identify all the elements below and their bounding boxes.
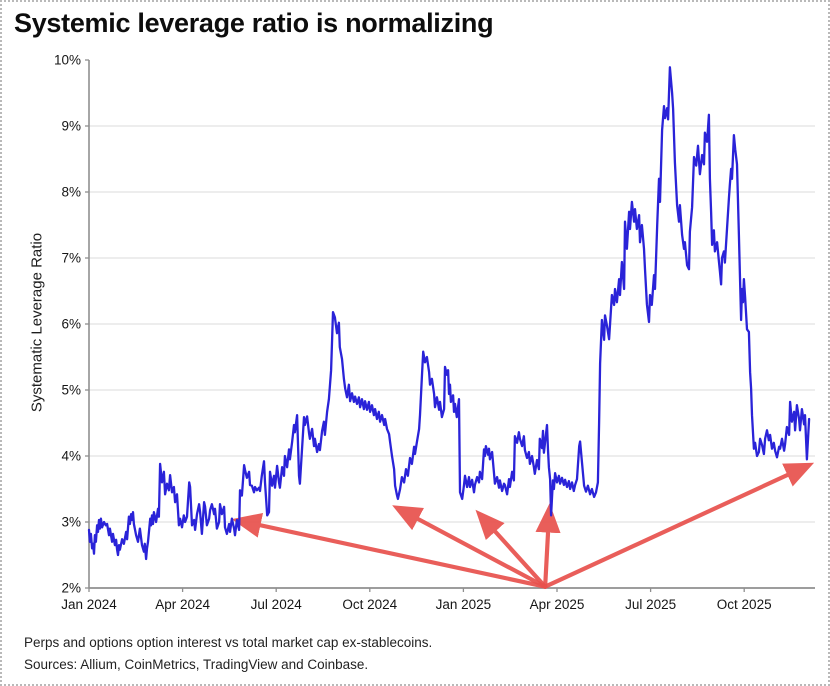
y-tick-label: 8%: [61, 185, 81, 200]
annotation-arrow-4: [535, 503, 561, 589]
x-tick-label: Apr 2024: [155, 597, 210, 612]
x-tick-label: Jul 2025: [625, 597, 676, 612]
y-tick-label: 5%: [61, 383, 81, 398]
y-tick-label: 3%: [61, 515, 81, 530]
x-tick-label: Oct 2024: [342, 597, 397, 612]
y-tick-label: 7%: [61, 251, 81, 266]
y-tick-label: 6%: [61, 317, 81, 332]
x-tick-label: Apr 2025: [530, 597, 585, 612]
y-tick-label: 2%: [61, 581, 81, 596]
x-tick-label: Oct 2025: [717, 597, 772, 612]
annotation-arrow-2: [392, 505, 548, 589]
y-tick-label: 10%: [54, 53, 81, 68]
chart-footnote: Perps and options option interest vs tot…: [24, 635, 433, 650]
leverage-ratio-series: [87, 66, 811, 561]
annotation-arrow-1: [231, 512, 548, 589]
x-tick-label: Jul 2024: [251, 597, 303, 612]
x-tick-label: Jan 2024: [61, 597, 117, 612]
annotation-arrow-5: [543, 462, 815, 589]
y-tick-label: 4%: [61, 449, 81, 464]
page-title: Systemic leverage ratio is normalizing: [14, 8, 494, 38]
annotation-arrow-3: [475, 509, 548, 589]
chart-footer: Perps and options option interest vs tot…: [24, 632, 432, 676]
chart-sources: Sources: Allium, CoinMetrics, TradingVie…: [24, 657, 369, 672]
y-tick-label: 9%: [61, 119, 81, 134]
x-tick-label: Jan 2025: [436, 597, 492, 612]
